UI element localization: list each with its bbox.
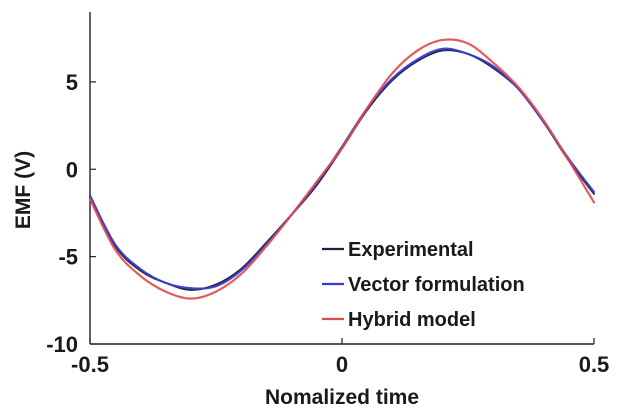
x-tick-label: 0.5 [579, 352, 610, 377]
legend-label: Vector formulation [348, 274, 525, 296]
y-axis-label: EMF (V) [12, 151, 35, 229]
x-axis-label: Nomalized time [265, 386, 419, 409]
x-tick-label: 0 [336, 352, 348, 377]
y-tick-label: -10 [46, 332, 78, 357]
x-tick-label: -0.5 [71, 352, 109, 377]
axes [89, 12, 595, 345]
tick-labels: -0.5 0 0.5 -10 -5 0 5 [46, 70, 609, 377]
y-tick-label: 5 [66, 70, 78, 95]
series-layer [88, 38, 596, 300]
legend-label: Experimental [348, 239, 474, 261]
legend: Experimental Vector formulation Hybrid mod… [322, 239, 525, 331]
y-tick-label: 0 [66, 157, 78, 182]
series-line-vector-formulation [89, 47, 595, 290]
y-tick-label: -5 [58, 245, 78, 270]
legend-label: Hybrid model [348, 309, 476, 331]
series-line-hybrid-model [88, 38, 596, 300]
